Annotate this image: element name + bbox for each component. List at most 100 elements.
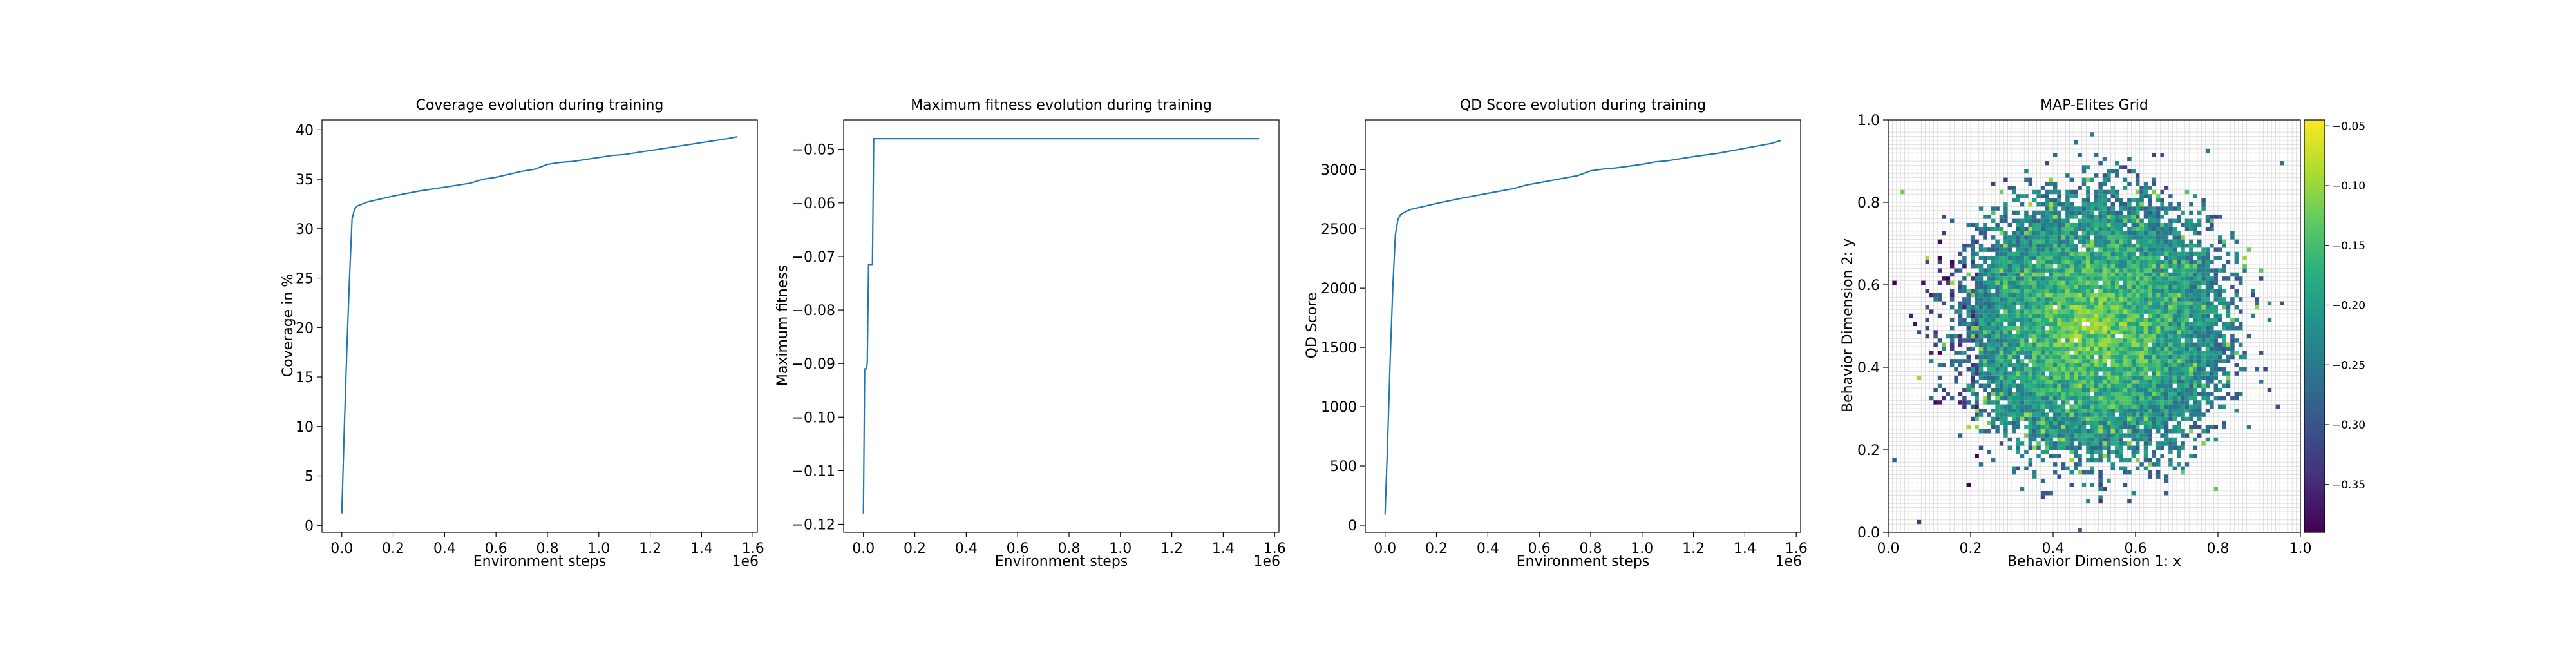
grid-cell [1987,293,1991,298]
grid-cell [2069,268,2074,273]
grid-cell [2197,239,2202,244]
grid-cell [2143,305,2148,310]
grid-cell [2226,375,2231,380]
grid-cell [2148,354,2152,360]
grid-cell [2074,466,2078,470]
grid-cell [2119,409,2123,413]
grid-cell [2119,375,2123,380]
grid-cell [2148,383,2152,388]
grid-cell [2098,285,2103,289]
grid-cell [1950,359,1955,363]
grid-cell [2119,285,2123,289]
grid-cell [2230,322,2235,326]
grid-cell [2098,450,2103,454]
grid-cell [2036,412,2041,417]
grid-cell [2003,334,2008,339]
grid-cell [2127,326,2132,331]
grid-cell [2061,305,2066,310]
grid-cell [2057,412,2061,417]
grid-cell [2045,330,2049,334]
grid-cell [2003,404,2008,409]
grid-cell [2160,421,2164,425]
grid-cell [2119,466,2123,470]
grid-cell [2189,326,2193,331]
grid-cell [2181,388,2185,392]
grid-cell [2148,441,2152,446]
grid-cell [2139,251,2144,256]
grid-cell [2184,293,2190,298]
grid-cell [2110,189,2115,195]
grid-cell [2136,351,2140,355]
grid-cell [2222,396,2226,401]
grid-cell [2168,429,2173,434]
grid-cell [2181,268,2185,273]
grid-cell [2086,235,2090,240]
grid-cell [2012,251,2016,256]
grid-cell [2049,354,2053,360]
grid-cell [2028,416,2032,421]
qd-score-chart-offset-text: 1e6 [1775,554,1802,570]
grid-cell [2049,375,2053,380]
grid-cell [2102,177,2107,182]
grid-cell [2123,409,2128,413]
grid-cell [2074,256,2078,260]
grid-cell [2020,326,2025,331]
grid-cell [2160,392,2164,396]
grid-cell [2024,383,2029,388]
grid-cell [2028,359,2032,363]
grid-cell [2136,416,2140,421]
grid-cell [2098,499,2103,504]
grid-cell [2053,338,2058,343]
grid-cell [1950,347,1955,351]
grid-cell [2197,272,2202,277]
grid-cell [1987,412,1991,417]
grid-cell [2020,231,2025,236]
grid-cell [2020,404,2025,409]
grid-cell [2090,338,2094,343]
grid-cell [2040,375,2045,380]
grid-cell [2115,251,2119,256]
y-tick-label: 0.2 [1857,443,1880,459]
grid-cell [2032,363,2037,367]
grid-cell [2189,297,2193,302]
grid-cell [2061,347,2066,351]
grid-cell [1937,256,1942,260]
grid-cell [2081,215,2087,219]
grid-cell [1937,260,1942,264]
grid-cell [2119,400,2123,405]
grid-cell [2086,400,2090,405]
grid-cell [2160,433,2164,438]
grid-cell [2148,412,2152,417]
grid-cell [2193,400,2197,405]
grid-cell [2164,441,2169,446]
grid-cell [2160,276,2164,281]
grid-cell [2069,445,2074,450]
grid-cell [1995,388,2000,392]
grid-cell [1999,272,2004,277]
grid-cell [2016,313,2020,318]
grid-cell [2094,351,2099,355]
grid-cell [2127,383,2132,388]
grid-cell [2119,251,2123,256]
grid-cell [2181,313,2185,318]
grid-cell [2086,433,2090,438]
grid-cell [2107,458,2111,463]
grid-cell [2036,210,2041,215]
grid-cell [2049,223,2053,227]
grid-cell [2061,280,2066,285]
grid-cell [2131,223,2136,227]
y-tick-label: 500 [1330,459,1357,475]
grid-cell [2098,383,2103,388]
grid-cell [2197,416,2202,421]
grid-cell [2024,404,2029,409]
grid-cell [2016,194,2020,198]
y-tick-label: 35 [296,172,314,188]
grid-cell [2090,215,2094,219]
grid-cell [2049,206,2053,211]
grid-cell [2078,227,2082,231]
grid-cell [2156,445,2161,450]
grid-cell [2164,334,2169,339]
grid-cell [2074,396,2078,401]
grid-cell [1937,375,1942,380]
y-tick-label: 0.8 [1857,195,1880,211]
